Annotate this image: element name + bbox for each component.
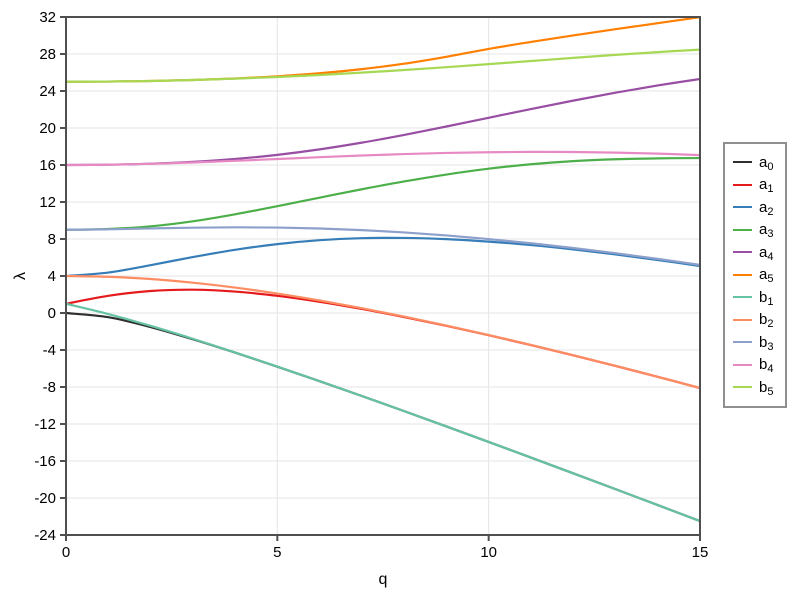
x-tick-label: 10 <box>480 544 497 561</box>
y-tick-label: -8 <box>43 379 56 396</box>
legend-entry-b3: b3 <box>733 331 777 354</box>
curve-layer <box>66 17 700 523</box>
legend-label-a1: a1 <box>759 176 774 196</box>
x-axis-label: q <box>379 571 388 588</box>
y-tick-label: 4 <box>48 268 56 285</box>
y-tick-label: 12 <box>39 194 56 211</box>
tick-label-layer: 32 28 24 20 16 12 8 4 0 -4 -8 -12 -16 -20 -24 0 5 10 15 <box>34 9 708 561</box>
y-tick-label: 28 <box>39 46 56 63</box>
legend-entry-a0: a0 <box>733 151 777 174</box>
legend-entry-a5: a5 <box>733 264 777 287</box>
y-tick-label: -24 <box>34 527 56 544</box>
legend-swatch-a5 <box>733 273 752 276</box>
curve-b3 <box>66 226 700 266</box>
legend-swatch-b2 <box>733 318 752 321</box>
curve-a3 <box>66 156 700 231</box>
y-axis-label: λ <box>12 272 29 280</box>
legend-swatch-b5 <box>733 386 752 389</box>
legend-label-b5: b5 <box>759 378 774 398</box>
legend-entry-a4: a4 <box>733 241 777 264</box>
legend-label-b3: b3 <box>759 333 774 353</box>
legend-swatch-b1 <box>733 296 752 299</box>
curve-a1 <box>66 288 700 390</box>
curve-b1 <box>66 302 700 523</box>
x-tick-label: 0 <box>62 544 70 561</box>
legend-swatch-a4 <box>733 251 752 254</box>
legend-swatch-b4 <box>733 363 752 366</box>
curve-b2 <box>66 274 700 390</box>
legend-label-a2: a2 <box>759 198 774 218</box>
legend-swatch-b3 <box>733 341 752 344</box>
y-tick-label: 16 <box>39 157 56 174</box>
y-tick-label: -4 <box>43 342 56 359</box>
tick-layer <box>60 16 701 541</box>
legend-label-b4: b4 <box>759 356 774 376</box>
legend-label-a4: a4 <box>759 243 774 263</box>
legend-label-b2: b2 <box>759 311 774 331</box>
legend-label-b1: b1 <box>759 288 774 308</box>
legend-swatch-a0 <box>733 161 752 164</box>
legend-label-a0: a0 <box>759 153 774 173</box>
legend-entry-b2: b2 <box>733 309 777 332</box>
legend-entry-b1: b1 <box>733 286 777 309</box>
legend-swatch-a3 <box>733 228 752 231</box>
legend-entry-a1: a1 <box>733 174 777 197</box>
y-tick-label: 0 <box>48 305 56 322</box>
y-tick-label: -12 <box>34 416 56 433</box>
legend-box: a0 a1 a2 a3 a4 a5 b1 b2 b3 b4 b5 <box>723 142 787 408</box>
legend-entry-b5: b5 <box>733 376 777 399</box>
legend-entry-b4: b4 <box>733 354 777 377</box>
curve-a0 <box>66 311 700 523</box>
curve-b4 <box>66 150 700 167</box>
y-tick-label: 24 <box>39 83 56 100</box>
curve-a2 <box>66 236 700 278</box>
legend-swatch-a1 <box>733 183 752 186</box>
grid-layer <box>66 17 700 535</box>
y-tick-label: 32 <box>39 9 56 26</box>
y-tick-label: -16 <box>34 453 56 470</box>
legend-swatch-a2 <box>733 206 752 209</box>
legend-entry-a3: a3 <box>733 219 777 242</box>
x-tick-label: 5 <box>273 544 281 561</box>
curve-b5 <box>66 48 700 83</box>
x-tick-label: 15 <box>692 544 709 561</box>
y-tick-label: -20 <box>34 490 56 507</box>
legend-entry-a2: a2 <box>733 196 777 219</box>
y-tick-label: 20 <box>39 120 56 137</box>
y-tick-label: 8 <box>48 231 56 248</box>
legend-label-a5: a5 <box>759 266 774 286</box>
legend-label-a3: a3 <box>759 221 774 241</box>
